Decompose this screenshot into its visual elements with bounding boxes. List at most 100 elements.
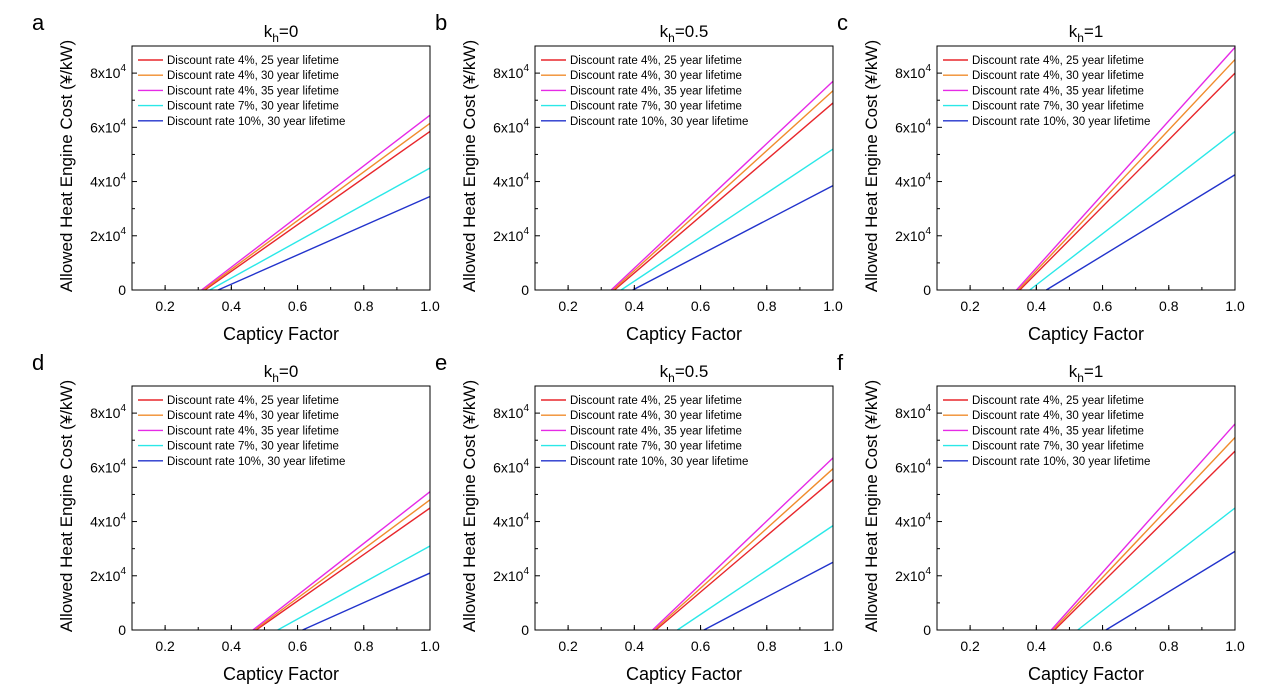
y-tick-exponent: 4 [925,403,931,414]
y-tick-label: 6x104 [895,117,931,135]
x-axis-label: Capticy Factor [626,324,742,344]
legend-label-4: Discount rate 7%, 30 year lifetime [972,441,1144,453]
y-tick-label: 4x104 [895,172,931,190]
y-tick-label: 2x104 [90,566,126,584]
x-tick-label: 0.2 [960,298,980,314]
y-tick-label: 6x104 [493,117,529,135]
y-tick-label: 6x104 [90,117,126,135]
series-line-5 [703,561,834,631]
y-tick-exponent: 4 [120,512,126,523]
y-tick-label: 2x104 [895,226,931,244]
series-line-5 [1045,174,1236,291]
plot-frame [936,45,1236,291]
y-tick-base: 0 [521,622,529,638]
y-tick-base: 2x10 [493,568,524,584]
chart-title-tail: =0.5 [675,362,709,381]
y-tick-base: 0 [521,282,529,298]
series-line-4 [209,167,431,291]
y-tick-label: 2x104 [90,226,126,244]
chart-title: kh=0.5 [660,362,709,385]
y-tick-base: 4x10 [90,174,121,190]
legend-label-3: Discount rate 4%, 35 year lifetime [167,85,339,97]
plot-frame [131,45,431,291]
chart-panel-d: d kh=00.2 0.4 0.6 0.8 1.002x1044x1046x1048x10… [32,350,440,684]
series-line-1 [614,102,834,291]
x-tick-label: 0.2 [155,298,175,314]
legend-label-1: Discount rate 4%, 25 year lifetime [167,55,339,67]
chart-title-tail: =1 [1084,22,1103,41]
y-axis-label: Allowed Heat Engine Cost (¥/kW) [57,40,76,292]
chart-panel-b: b kh=0.50.2 0.4 0.6 0.8 1.002x1044x1046x1048x… [435,10,843,344]
y-tick-base: 0 [923,622,931,638]
series-line-2 [612,90,834,291]
legend-label-2: Discount rate 4%, 30 year lifetime [167,410,339,422]
y-tick-base: 6x10 [90,119,121,135]
chart-title-main: k [264,362,273,381]
y-tick-exponent: 4 [120,226,126,237]
y-tick-base: 8x10 [895,405,926,421]
series-line-1 [255,507,431,631]
chart-title-subscript: h [272,371,279,385]
y-tick-exponent: 4 [120,117,126,128]
y-tick-base: 4x10 [895,174,926,190]
legend-label-5: Discount rate 10%, 30 year lifetime [972,456,1150,468]
series-line-3 [201,114,431,291]
x-tick-label: 1.0 [823,298,843,314]
y-tick-base: 0 [923,282,931,298]
series-line-2 [1017,59,1236,291]
y-tick-exponent: 4 [925,172,931,183]
chart-title-tail: =0 [279,22,298,41]
y-tick-label: 8x104 [493,403,529,421]
chart-title-main: k [660,22,669,41]
y-tick-base: 8x10 [493,405,524,421]
legend-label-1: Discount rate 4%, 25 year lifetime [167,395,339,407]
y-tick-exponent: 4 [523,403,529,414]
y-tick-label: 0 [521,622,529,638]
y-tick-label: 8x104 [90,403,126,421]
legend-label-3: Discount rate 4%, 35 year lifetime [570,85,742,97]
y-tick-exponent: 4 [523,226,529,237]
y-tick-label: 2x104 [895,566,931,584]
legend-label-3: Discount rate 4%, 35 year lifetime [972,425,1144,437]
y-tick-base: 0 [118,622,126,638]
x-axis-label: Capticy Factor [1028,324,1144,344]
x-tick-label: 1.0 [420,638,440,654]
y-axis-label: Allowed Heat Engine Cost (¥/kW) [460,40,479,292]
legend-label-2: Discount rate 4%, 30 year lifetime [570,410,742,422]
x-tick-label: 0.8 [757,638,777,654]
y-tick-exponent: 4 [523,566,529,577]
y-tick-exponent: 4 [925,457,931,468]
panel-letter: a [32,10,45,35]
y-tick-base: 6x10 [493,459,524,475]
y-axis-label: Allowed Heat Engine Cost (¥/kW) [862,40,881,292]
series-line-5 [1105,550,1236,631]
legend-label-3: Discount rate 4%, 35 year lifetime [972,85,1144,97]
legend-label-1: Discount rate 4%, 25 year lifetime [972,55,1144,67]
series-line-2 [202,122,431,291]
panel-letter: b [435,10,447,35]
y-tick-base: 6x10 [90,459,121,475]
panel-letter: e [435,350,447,375]
x-tick-label: 0.6 [288,298,308,314]
legend-label-2: Discount rate 4%, 30 year lifetime [972,410,1144,422]
x-tick-label: 0.2 [558,298,578,314]
chart-title: kh=1 [1069,362,1104,385]
y-tick-label: 2x104 [493,226,529,244]
x-tick-label: 0.6 [288,638,308,654]
chart-title: kh=0 [264,362,299,385]
y-tick-base: 2x10 [90,568,121,584]
series-line-2 [653,468,834,631]
series-line-5 [302,572,431,631]
x-tick-label: 1.0 [823,638,843,654]
legend-label-5: Discount rate 10%, 30 year lifetime [167,456,345,468]
y-tick-exponent: 4 [925,63,931,74]
chart-panel-f: f kh=10.2 0.4 0.6 0.8 1.002x1044x1046x1048x10… [837,350,1245,684]
x-tick-label: 0.6 [1093,638,1113,654]
plot-frame [936,385,1236,631]
y-tick-label: 2x104 [493,566,529,584]
y-tick-label: 6x104 [493,457,529,475]
y-tick-label: 6x104 [90,457,126,475]
panel-letter: f [837,350,844,375]
y-tick-base: 2x10 [895,568,926,584]
y-tick-base: 0 [118,282,126,298]
